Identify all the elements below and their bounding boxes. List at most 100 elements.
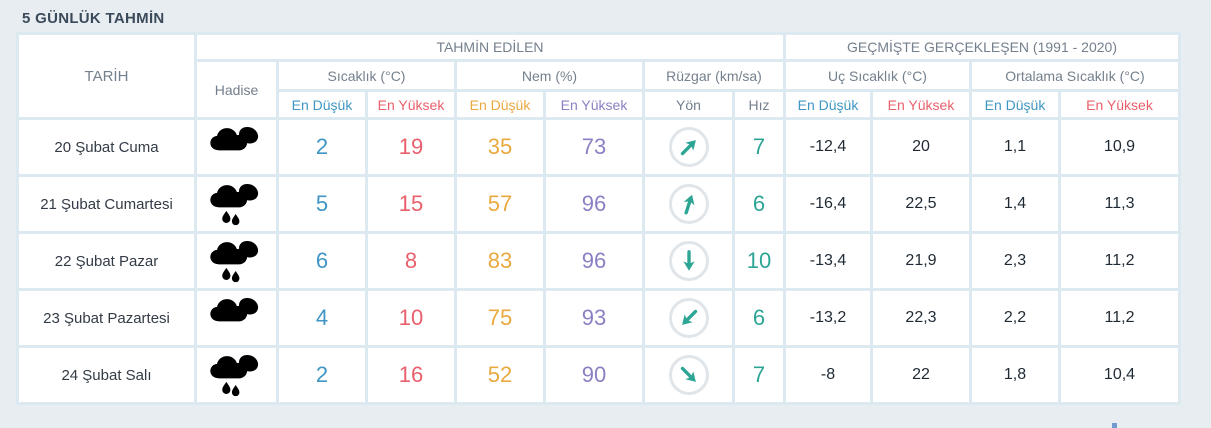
forecast-row: 22 Şubat Pazar 6 8 83 96 10 -13,4 21,9 bbox=[19, 234, 1178, 288]
temp-max-value: 15 bbox=[368, 177, 454, 231]
humidity-max-value: 90 bbox=[546, 348, 642, 402]
col-group-historical: GEÇMİŞTE GERÇEKLEŞEN (1991 - 2020) bbox=[786, 35, 1178, 59]
col-group-forecast: TAHMİN EDİLEN bbox=[197, 35, 783, 59]
wind-direction-icon bbox=[668, 184, 709, 224]
col-header-condition: Hadise bbox=[197, 62, 276, 117]
forecast-table: TARİH TAHMİN EDİLEN GEÇMİŞTE GERÇEKLEŞEN… bbox=[16, 32, 1181, 405]
humidity-max-value: 96 bbox=[546, 234, 642, 288]
cloud-icon bbox=[208, 121, 266, 169]
wind-speed-value: 6 bbox=[735, 291, 783, 345]
humidity-min-value: 75 bbox=[457, 291, 543, 345]
wind-direction-icon bbox=[668, 127, 709, 167]
col-group-humidity: Nem (%) bbox=[457, 62, 642, 89]
weather-condition-cell bbox=[197, 120, 276, 174]
extreme-max-value: 20 bbox=[873, 120, 969, 174]
wind-direction-icon bbox=[668, 241, 709, 281]
wind-direction-cell bbox=[645, 234, 732, 288]
page-title: 5 GÜNLÜK TAHMİN bbox=[22, 10, 165, 27]
forecast-page: 5 GÜNLÜK TAHMİN TARİH TAHMİN EDİLEN GEÇM… bbox=[16, 10, 1181, 405]
humidity-max-value: 93 bbox=[546, 291, 642, 345]
temp-max-value: 16 bbox=[368, 348, 454, 402]
extreme-max-value: 22 bbox=[873, 348, 969, 402]
avg-max-value: 11,2 bbox=[1061, 291, 1178, 345]
date-cell: 23 Şubat Pazartesi bbox=[19, 291, 194, 345]
avg-max-value: 11,2 bbox=[1061, 234, 1178, 288]
temp-min-value: 2 bbox=[279, 348, 365, 402]
col-header-average-min: En Düşük bbox=[972, 92, 1058, 117]
avg-min-value: 2,2 bbox=[972, 291, 1058, 345]
extreme-min-value: -16,4 bbox=[786, 177, 870, 231]
forecast-row: 21 Şubat Cumartesi 5 15 57 96 6 -16,4 bbox=[19, 177, 1178, 231]
humidity-max-value: 73 bbox=[546, 120, 642, 174]
wind-direction-cell bbox=[645, 291, 732, 345]
humidity-min-value: 35 bbox=[457, 120, 543, 174]
col-header-average-max: En Yüksek bbox=[1061, 92, 1178, 117]
extreme-max-value: 22,3 bbox=[873, 291, 969, 345]
date-cell: 20 Şubat Cuma bbox=[19, 120, 194, 174]
extreme-min-value: -12,4 bbox=[786, 120, 870, 174]
avg-min-value: 1,4 bbox=[972, 177, 1058, 231]
col-header-humidity-max: En Yüksek bbox=[546, 92, 642, 117]
date-cell: 21 Şubat Cumartesi bbox=[19, 177, 194, 231]
rain-drops-icon bbox=[221, 210, 239, 225]
humidity-min-value: 52 bbox=[457, 348, 543, 402]
col-header-extreme-max: En Yüksek bbox=[873, 92, 969, 117]
col-header-wind-speed: Hız bbox=[735, 92, 783, 117]
temp-max-value: 10 bbox=[368, 291, 454, 345]
rain-cloud-icon bbox=[208, 178, 266, 226]
col-group-average-temp: Ortalama Sıcaklık (°C) bbox=[972, 62, 1178, 89]
col-header-extreme-min: En Düşük bbox=[786, 92, 870, 117]
temp-min-value: 4 bbox=[279, 291, 365, 345]
wind-direction-icon bbox=[668, 355, 709, 395]
humidity-min-value: 57 bbox=[457, 177, 543, 231]
weather-condition-cell bbox=[197, 177, 276, 231]
extreme-min-value: -8 bbox=[786, 348, 870, 402]
avg-max-value: 10,4 bbox=[1061, 348, 1178, 402]
extreme-min-value: -13,2 bbox=[786, 291, 870, 345]
col-header-date: TARİH bbox=[19, 35, 194, 117]
avg-max-value: 10,9 bbox=[1061, 120, 1178, 174]
humidity-min-value: 83 bbox=[457, 234, 543, 288]
temp-max-value: 19 bbox=[368, 120, 454, 174]
date-cell: 24 Şubat Salı bbox=[19, 348, 194, 402]
col-header-temp-min: En Düşük bbox=[279, 92, 365, 117]
rain-cloud-icon bbox=[208, 235, 266, 283]
rain-drops-icon bbox=[221, 381, 239, 396]
wind-speed-value: 7 bbox=[735, 348, 783, 402]
forecast-row: 20 Şubat Cuma 2 19 35 73 7 -12,4 20 bbox=[19, 120, 1178, 174]
rain-cloud-icon bbox=[208, 349, 266, 397]
weather-condition-cell bbox=[197, 234, 276, 288]
rain-drops-icon bbox=[221, 267, 239, 282]
avg-min-value: 2,3 bbox=[972, 234, 1058, 288]
wind-speed-value: 10 bbox=[735, 234, 783, 288]
temp-max-value: 8 bbox=[368, 234, 454, 288]
extreme-min-value: -13,4 bbox=[786, 234, 870, 288]
temp-min-value: 6 bbox=[279, 234, 365, 288]
col-header-humidity-min: En Düşük bbox=[457, 92, 543, 117]
forecast-row: 23 Şubat Pazartesi 4 10 75 93 6 -13,2 bbox=[19, 291, 1178, 345]
humidity-max-value: 96 bbox=[546, 177, 642, 231]
temp-min-value: 5 bbox=[279, 177, 365, 231]
wind-direction-icon bbox=[668, 298, 709, 338]
cloud-icon bbox=[208, 292, 266, 340]
col-header-wind-direction: Yön bbox=[645, 92, 732, 117]
extreme-max-value: 21,9 bbox=[873, 234, 969, 288]
col-header-temp-max: En Yüksek bbox=[368, 92, 454, 117]
partial-element-below-fold bbox=[1112, 423, 1117, 428]
temp-min-value: 2 bbox=[279, 120, 365, 174]
wind-speed-value: 7 bbox=[735, 120, 783, 174]
col-group-temperature: Sıcaklık (°C) bbox=[279, 62, 454, 89]
avg-max-value: 11,3 bbox=[1061, 177, 1178, 231]
wind-direction-cell bbox=[645, 120, 732, 174]
wind-direction-cell bbox=[645, 348, 732, 402]
forecast-row: 24 Şubat Salı 2 16 52 90 7 -8 22 bbox=[19, 348, 1178, 402]
weather-condition-cell bbox=[197, 348, 276, 402]
date-cell: 22 Şubat Pazar bbox=[19, 234, 194, 288]
extreme-max-value: 22,5 bbox=[873, 177, 969, 231]
wind-direction-cell bbox=[645, 177, 732, 231]
avg-min-value: 1,1 bbox=[972, 120, 1058, 174]
wind-speed-value: 6 bbox=[735, 177, 783, 231]
col-group-wind: Rüzgar (km/sa) bbox=[645, 62, 783, 89]
col-group-extreme-temp: Uç Sıcaklık (°C) bbox=[786, 62, 969, 89]
weather-condition-cell bbox=[197, 291, 276, 345]
